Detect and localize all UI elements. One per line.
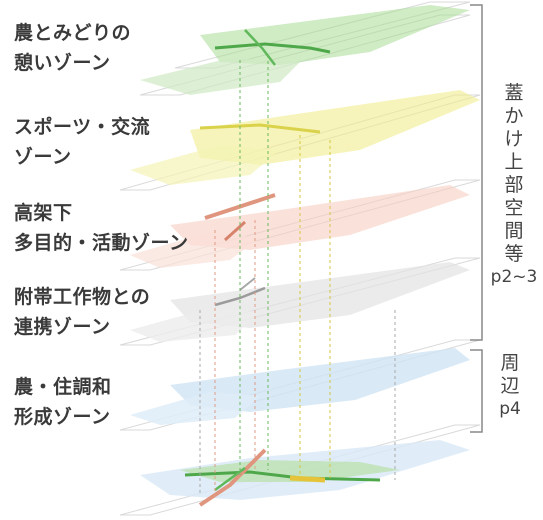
- zone-shape-pink: [170, 185, 470, 250]
- upper-bracket: [470, 4, 483, 341]
- composite-road-green-2: [214, 466, 246, 492]
- zone-shape-green: [200, 5, 470, 65]
- upper-bracket-page: p2~3: [490, 267, 538, 287]
- layer-attached-structures: [130, 262, 470, 342]
- zone-shape-green-lower: [140, 58, 300, 95]
- vertical-connectors: [199, 55, 396, 500]
- zone-label-under-viaduct: 高架下 多目的・活動ゾーン: [14, 202, 189, 254]
- brackets: [470, 4, 483, 433]
- layer-agri-green: [140, 5, 470, 95]
- composite-road-green: [184, 470, 381, 482]
- road-gray: [214, 286, 266, 307]
- zone-label-attached-structures: 附帯工作物との 連携ゾーン: [14, 286, 151, 338]
- layer-sports: [130, 90, 480, 185]
- lower-bracket-label: 周 辺 p4: [490, 352, 530, 421]
- layer-composite: [140, 440, 470, 507]
- zone-shape-yellow: [190, 90, 480, 165]
- composite-road-yellow: [289, 475, 326, 483]
- road-green: [214, 42, 331, 54]
- zone-label-sports: スポーツ・交流 ゾーン: [14, 116, 151, 168]
- road-pink: [204, 193, 276, 220]
- zone-label-agri-green: 農とみどりの 憩いゾーン: [14, 22, 132, 74]
- upper-bracket-label: 蓋 か け 上 部 空 間 等 p2~3: [490, 82, 538, 287]
- road-yellow: [199, 123, 321, 134]
- zone-shape-yellow-lower: [130, 145, 280, 185]
- zone-shape-gray-lower: [130, 308, 260, 342]
- zone-shape-blue-lower: [130, 392, 260, 425]
- road-gray-2: [239, 277, 256, 291]
- road-green-2: [244, 29, 276, 66]
- lower-bracket: [470, 349, 483, 433]
- road-pink-2: [223, 220, 247, 242]
- layer-under-viaduct: [130, 185, 470, 268]
- zone-label-agri-residential: 農・住調和 形成ゾーン: [14, 376, 112, 428]
- zone-shape-pink-lower: [130, 232, 260, 268]
- lower-bracket-page: p4: [499, 399, 521, 419]
